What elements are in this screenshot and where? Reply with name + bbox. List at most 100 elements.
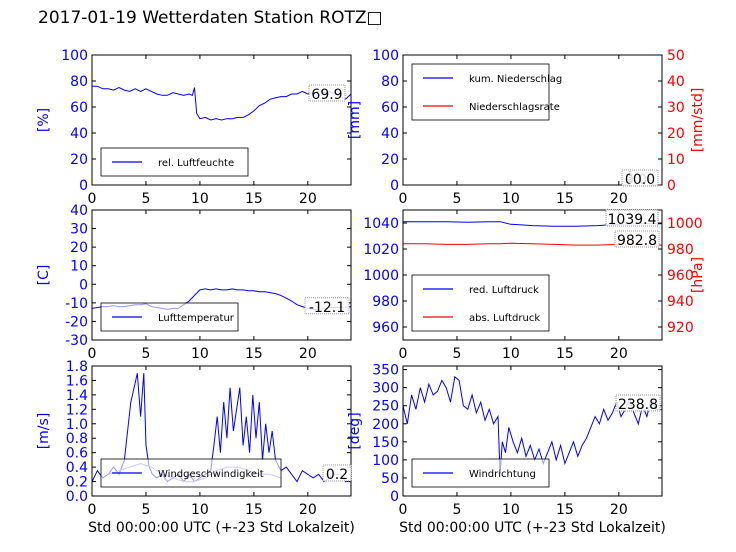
temperature-value-box: -12.1 xyxy=(309,300,345,316)
precipitation-ytick-label: 40 xyxy=(381,126,399,142)
pressure-ytick-right-label: 1000 xyxy=(667,216,703,232)
temperature-xtick-label: 10 xyxy=(191,346,209,362)
temperature-xtick-label: 0 xyxy=(88,346,97,362)
precipitation-xtick-label: 20 xyxy=(610,191,628,207)
winddirection-xtick-label: 15 xyxy=(556,502,574,518)
precipitation-ytick-label: 60 xyxy=(381,100,399,116)
humidity-xtick-label: 10 xyxy=(191,191,209,207)
winddirection-ytick-label: 100 xyxy=(372,453,399,469)
humidity-ylabel: [%] xyxy=(36,108,52,132)
pressure-value-left: 1039.4 xyxy=(608,212,657,228)
temperature-ytick-label: -20 xyxy=(65,314,88,330)
precipitation-ytick-label: 20 xyxy=(381,152,399,168)
humidity-ytick-label: 80 xyxy=(70,74,88,90)
precipitation-ytick-label: 0 xyxy=(390,178,399,194)
temperature-ytick-label: 10 xyxy=(70,259,88,275)
precipitation-xtick-label: 5 xyxy=(452,191,461,207)
windspeed-value-box: 0.2 xyxy=(326,467,348,483)
windspeed-xtick-label: 10 xyxy=(191,502,209,518)
windspeed-xtick-label: 20 xyxy=(299,502,317,518)
pressure-value-left-bg xyxy=(605,209,659,227)
precipitation-xtick-label: 10 xyxy=(502,191,520,207)
windspeed-ytick-label: 1.8 xyxy=(66,359,88,375)
temperature-xtick-label: 15 xyxy=(245,346,263,362)
pressure-value-right: 982.8 xyxy=(617,233,657,249)
windspeed-xtick-label: 5 xyxy=(141,502,150,518)
pressure-legend-box xyxy=(411,274,550,332)
humidity-ytick-label: 100 xyxy=(61,48,88,64)
temperature-ytick-label: 20 xyxy=(70,240,88,256)
winddirection-ytick-label: 300 xyxy=(372,381,399,397)
precipitation-value-right-bg xyxy=(629,169,659,187)
windspeed-xlabel: Std 00:00:00 UTC (+-23 Std Lokalzeit) xyxy=(88,520,355,536)
humidity-xtick-label: 15 xyxy=(245,191,263,207)
figure-title: 2017-01-19 Wetterdaten Station ROTZ□ xyxy=(38,8,383,28)
humidity-xtick-label: 0 xyxy=(88,191,97,207)
windspeed-ytick-label: 0.8 xyxy=(66,431,88,447)
windspeed-value-box-bg xyxy=(322,464,352,482)
windspeed-ytick-label: 1.6 xyxy=(66,373,88,389)
humidity-ytick-label: 0 xyxy=(79,178,88,194)
winddirection-ytick-label: 200 xyxy=(372,417,399,433)
windspeed-ytick-label: 0.4 xyxy=(66,460,88,476)
precipitation-ytick-right-label: 20 xyxy=(667,126,685,142)
winddirection-value-box: 238.8 xyxy=(618,397,658,413)
windspeed-series-1-line xyxy=(92,373,351,483)
precipitation-ytick-right-label: 0 xyxy=(667,178,676,194)
pressure-xtick-label: 10 xyxy=(502,346,520,362)
temperature-ytick-label: 30 xyxy=(70,222,88,238)
pressure-legend-label-1: red. Luftdruck xyxy=(469,285,539,296)
humidity-value-box-bg xyxy=(308,84,346,102)
windspeed-ytick-label: 0.6 xyxy=(66,446,88,462)
temperature-ytick-label: 40 xyxy=(70,203,88,219)
windspeed-legend-label-1: Windgeschwindigkeit xyxy=(158,469,264,480)
winddirection-xtick-label: 0 xyxy=(399,502,408,518)
precipitation-legend-label-1: kum. Niederschlag xyxy=(469,74,562,85)
humidity-series-1-line xyxy=(92,85,351,121)
pressure-legend-label-2: abs. Luftdruck xyxy=(469,313,540,324)
pressure-ytick-label: 1000 xyxy=(363,268,399,284)
humidity-ytick-label: 20 xyxy=(70,152,88,168)
temperature-xtick-label: 20 xyxy=(299,346,317,362)
pressure-xtick-label: 15 xyxy=(556,346,574,362)
precipitation-ytick-right-label: 30 xyxy=(667,100,685,116)
temperature-ytick-label: -10 xyxy=(65,296,88,312)
pressure-ytick-right-label: 940 xyxy=(667,294,694,310)
windspeed-ytick-label: 0.2 xyxy=(66,475,88,491)
precipitation-ytick-right-label: 40 xyxy=(667,74,685,90)
winddirection-ylabel: [deg] xyxy=(347,412,363,449)
windspeed-ytick-label: 1.2 xyxy=(66,402,88,418)
winddirection-xtick-label: 5 xyxy=(452,502,461,518)
windspeed-ylabel: [m/s] xyxy=(36,413,52,450)
temperature-value-box-bg xyxy=(304,297,350,315)
precipitation-ytick-label: 80 xyxy=(381,74,399,90)
windspeed-ytick-label: 1.0 xyxy=(66,417,88,433)
pressure-ytick-label: 1020 xyxy=(363,242,399,258)
pressure-value-right-bg xyxy=(614,230,660,248)
temperature-legend-label-1: Lufttemperatur xyxy=(158,313,235,324)
temperature-xtick-label: 5 xyxy=(141,346,150,362)
precipitation-ylabel-right: [mm/std] xyxy=(690,88,706,153)
pressure-ylabel-right: [hPa] xyxy=(690,257,706,293)
winddirection-legend-label-1: Windrichtung xyxy=(469,469,536,480)
pressure-xtick-label: 5 xyxy=(452,346,461,362)
winddirection-ytick-label: 0 xyxy=(390,489,399,505)
winddirection-xlabel: Std 00:00:00 UTC (+-23 Std Lokalzeit) xyxy=(399,520,666,536)
winddirection-axes-frame xyxy=(402,365,663,497)
humidity-ytick-label: 40 xyxy=(70,126,88,142)
humidity-xtick-label: 5 xyxy=(141,191,150,207)
pressure-ytick-label: 980 xyxy=(372,294,399,310)
precipitation-value-right: 0.0 xyxy=(633,172,655,188)
humidity-axes-frame xyxy=(91,54,352,186)
winddirection-xtick-label: 10 xyxy=(502,502,520,518)
precipitation-ylabel: [mm] xyxy=(347,101,363,139)
pressure-ytick-right-label: 920 xyxy=(667,320,694,336)
temperature-axes-frame xyxy=(91,209,352,341)
windspeed-ytick-label: 1.4 xyxy=(66,388,88,404)
pressure-ytick-label: 1040 xyxy=(363,216,399,232)
precipitation-xtick-label: 0 xyxy=(399,191,408,207)
temperature-ytick-label: -30 xyxy=(65,333,88,349)
precipitation-ytick-right-label: 10 xyxy=(667,152,685,168)
winddirection-ytick-label: 350 xyxy=(372,363,399,379)
